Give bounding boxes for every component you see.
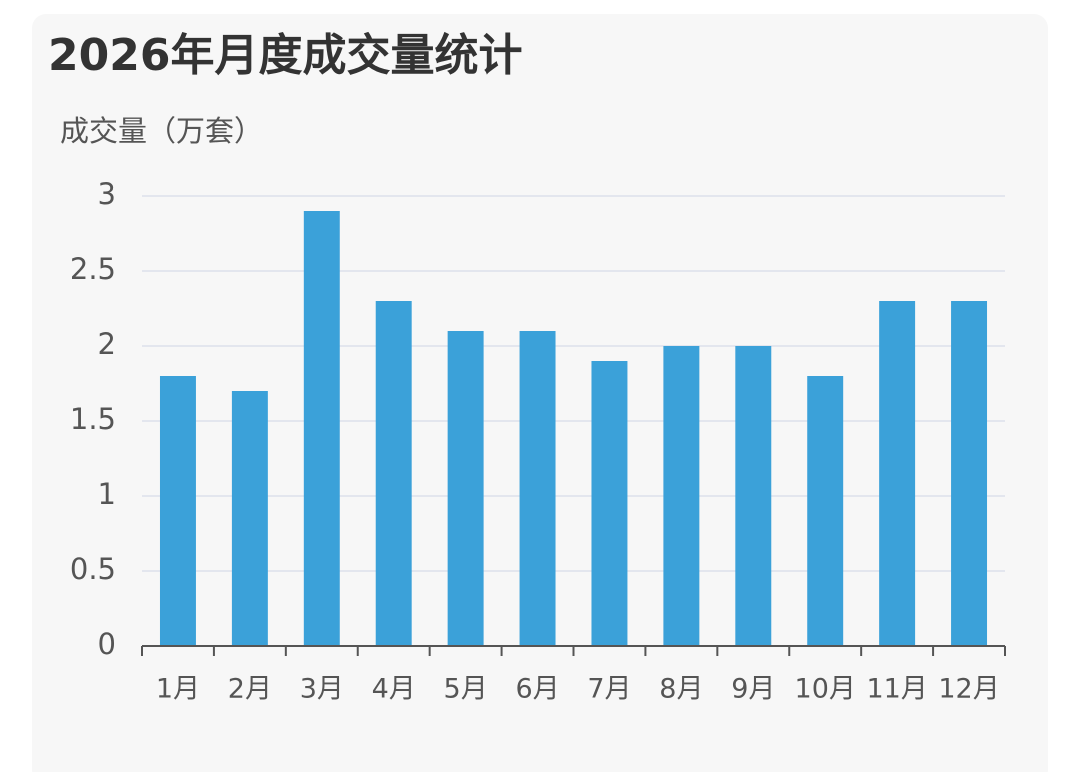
bar xyxy=(519,331,556,646)
x-tick-label: 12月 xyxy=(938,674,999,705)
y-tick-label: 2 xyxy=(98,327,116,361)
x-tick-label: 11月 xyxy=(866,674,927,705)
y-tick-label: 3 xyxy=(98,177,116,211)
x-tick-label: 6月 xyxy=(515,674,559,705)
bar xyxy=(303,211,340,646)
x-tick-label: 10月 xyxy=(795,674,856,705)
x-tick-label: 3月 xyxy=(300,674,344,705)
x-tick-label: 7月 xyxy=(587,674,631,705)
bar xyxy=(159,376,196,646)
chart-title: 2026年月度成交量统计 xyxy=(48,30,522,81)
bar xyxy=(231,391,268,646)
bar xyxy=(735,346,772,646)
bar xyxy=(663,346,700,646)
y-axis-label: 成交量（万套） xyxy=(60,114,263,148)
bar xyxy=(591,361,628,646)
y-tick-label: 2.5 xyxy=(70,252,116,286)
y-tick-label: 0.5 xyxy=(70,552,116,586)
x-tick-label: 4月 xyxy=(372,674,416,705)
y-tick-label: 1.5 xyxy=(70,402,116,436)
x-tick-label: 5月 xyxy=(444,674,488,705)
bar xyxy=(447,331,484,646)
x-tick-label: 8月 xyxy=(659,674,703,705)
x-tick-label: 2月 xyxy=(228,674,272,705)
bar xyxy=(375,301,412,646)
x-tick-label: 1月 xyxy=(156,674,200,705)
bar xyxy=(879,301,916,646)
y-tick-label: 1 xyxy=(98,477,116,511)
y-tick-label: 0 xyxy=(98,627,116,661)
x-tick-label: 9月 xyxy=(731,674,775,705)
bar xyxy=(807,376,844,646)
bar xyxy=(951,301,988,646)
